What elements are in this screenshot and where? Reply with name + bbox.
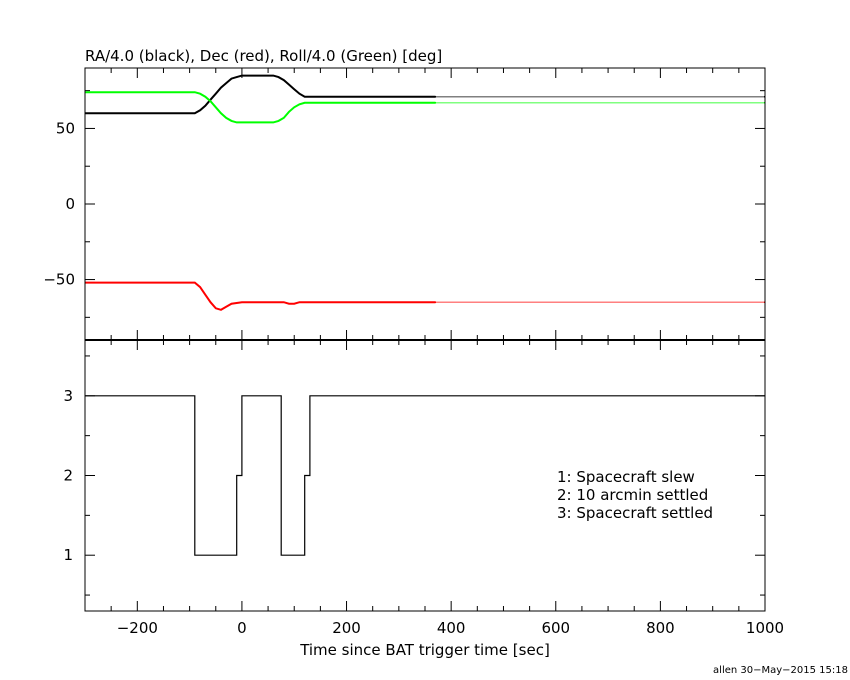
x-tick-label: 200 [332, 619, 361, 637]
x-tick-label: 800 [646, 619, 675, 637]
x-tick-label: 400 [437, 619, 466, 637]
top-y-tick-labels: −50 0 50 [43, 119, 75, 288]
top-panel-frame [84, 67, 766, 341]
top-panel-ticks [84, 68, 766, 340]
series-line-0 [85, 74, 436, 115]
legend-slew: 1: Spacecraft slew [557, 468, 695, 486]
x-axis-label: Time since BAT trigger time [sec] [299, 641, 550, 659]
legend-10arcmin: 2: 10 arcmin settled [557, 486, 708, 504]
x-tick-label: 1000 [746, 619, 784, 637]
x-tick-label: 600 [541, 619, 570, 637]
y-tick-label: 50 [56, 119, 75, 137]
x-tick-labels: −200 0 200 400 600 800 1000 [117, 619, 784, 637]
y-tick-label: 2 [63, 467, 73, 485]
footer-stamp: allen 30−May−2015 15:18 [713, 665, 848, 676]
y-tick-label: 3 [63, 387, 73, 405]
y-tick-label: 0 [65, 195, 75, 213]
x-tick-label: −200 [117, 619, 158, 637]
x-tick-label: 0 [237, 619, 247, 637]
bottom-y-tick-labels: 1 2 3 [63, 387, 73, 564]
y-tick-label: 1 [63, 546, 73, 564]
top-panel-series [85, 74, 765, 311]
top-chart-title: RA/4.0 (black), Dec (red), Roll/4.0 (Gre… [85, 47, 442, 65]
status-step-line-0 [85, 395, 765, 556]
series-line-2 [85, 91, 436, 124]
series-line-1 [85, 281, 436, 311]
legend-settled: 3: Spacecraft settled [557, 504, 713, 522]
y-tick-label: −50 [43, 271, 75, 289]
bottom-panel-series [85, 395, 765, 556]
